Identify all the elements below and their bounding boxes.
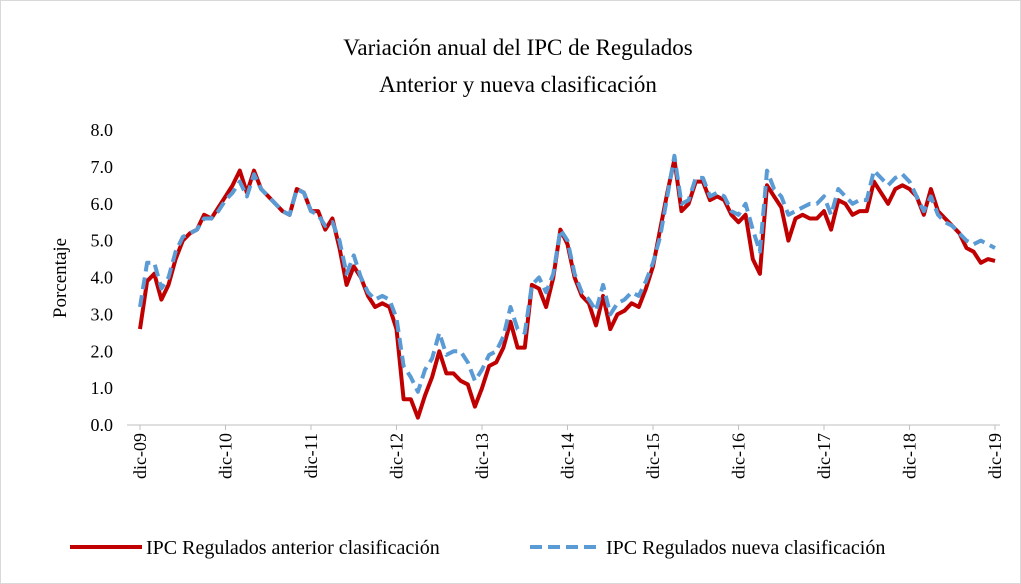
chart-title: Variación anual del IPC de Regulados <box>343 35 692 60</box>
y-axis-label: Porcentaje <box>50 238 71 318</box>
x-tick-label: dic-18 <box>900 433 920 479</box>
y-tick-label: 0.0 <box>91 415 114 435</box>
x-tick-label: dic-15 <box>643 433 663 479</box>
x-tick-label: dic-17 <box>814 433 834 479</box>
chart-subtitle: Anterior y nueva clasificación <box>379 72 657 97</box>
x-tick-label: dic-13 <box>472 433 492 479</box>
y-tick-label: 1.0 <box>91 378 114 398</box>
y-tick-label: 4.0 <box>91 268 114 288</box>
x-tick-label: dic-19 <box>985 433 1005 479</box>
legend-label: IPC Regulados anterior clasificación <box>146 537 440 559</box>
y-tick-label: 2.0 <box>91 341 114 361</box>
x-tick-label: dic-10 <box>216 433 236 479</box>
y-tick-label: 6.0 <box>91 194 114 214</box>
y-tick-label: 5.0 <box>91 231 114 251</box>
x-tick-label: dic-09 <box>130 433 150 479</box>
series-line <box>138 157 996 420</box>
series-line <box>138 153 996 394</box>
y-tick-label: 7.0 <box>91 157 114 177</box>
legend-label: IPC Regulados nueva clasificación <box>606 537 885 559</box>
x-tick-label: dic-11 <box>301 433 321 478</box>
y-tick-label: 8.0 <box>91 120 114 140</box>
x-tick-label: dic-16 <box>729 433 749 479</box>
x-tick-label: dic-14 <box>558 433 578 479</box>
y-tick-label: 3.0 <box>91 304 114 324</box>
x-tick-label: dic-12 <box>387 433 407 479</box>
